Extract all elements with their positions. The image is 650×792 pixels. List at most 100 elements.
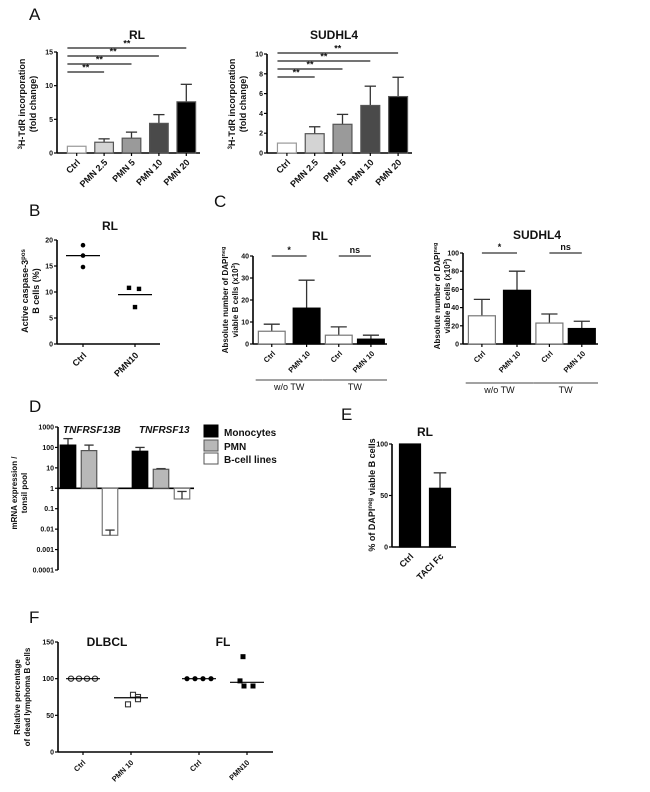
significance-label: ** bbox=[110, 47, 118, 57]
bar bbox=[66, 145, 87, 154]
legend-swatch-pmn bbox=[203, 439, 219, 452]
data-point bbox=[132, 304, 138, 310]
y-tick-label: 0 bbox=[50, 750, 54, 757]
group-title-dlbcl: DLBCL bbox=[87, 635, 128, 649]
y-axis-label: Relative percentage of dead lymphoma B c… bbox=[13, 647, 32, 746]
y-axis-label: Absolute number of DAPIneg viable B cell… bbox=[221, 247, 240, 354]
group-label: w/o TW bbox=[273, 382, 305, 392]
bar bbox=[467, 315, 496, 345]
x-tick-label: Ctrl bbox=[539, 349, 555, 365]
y-axis-label: Absolute number of DAPIneg viable B cell… bbox=[433, 243, 452, 350]
x-tick-label: Ctrl bbox=[472, 349, 488, 365]
group-label: TW bbox=[348, 382, 362, 392]
bar bbox=[567, 327, 596, 345]
y-tick-label: 0.001 bbox=[36, 547, 54, 554]
data-point bbox=[126, 285, 132, 291]
y-tick-label: 6 bbox=[259, 91, 263, 98]
panel-label-d: D bbox=[29, 397, 41, 416]
y-tick-label: 20 bbox=[45, 238, 53, 245]
x-tick-label: PMN 5 bbox=[110, 157, 137, 184]
legend-label-monocytes: Monocytes bbox=[224, 428, 277, 439]
bar bbox=[148, 122, 169, 154]
data-point bbox=[129, 691, 137, 698]
bar bbox=[398, 443, 422, 548]
chart-title: SUDHL4 bbox=[310, 28, 358, 42]
x-tick-label: PMN10 bbox=[227, 758, 251, 782]
x-tick-label: Ctrl bbox=[72, 758, 88, 774]
group-label: w/o TW bbox=[483, 385, 515, 395]
x-tick-label: PMN 2.5 bbox=[288, 157, 320, 189]
panel-d-chart: mRNA expression / tonsil pool TNFRSF13B … bbox=[10, 424, 277, 575]
significance-label: ** bbox=[306, 60, 314, 70]
bar bbox=[332, 123, 353, 154]
y-tick-label: 1000 bbox=[38, 425, 54, 432]
y-tick-label: 100 bbox=[376, 442, 388, 449]
panel-a-sudhl4-chart: SUDHL4 3H-TdR incorporation (fold change… bbox=[227, 28, 412, 189]
significance-label: ns bbox=[560, 242, 571, 252]
panel-label-c: C bbox=[214, 192, 226, 211]
y-tick-label: 10 bbox=[46, 465, 54, 472]
svg-text:3H-TdR incorporation: 3H-TdR incorporation bbox=[17, 59, 27, 150]
y-tick-label: 8 bbox=[259, 71, 263, 78]
bar bbox=[276, 142, 297, 154]
y-tick-label: 100 bbox=[42, 445, 54, 452]
chart-title: RL bbox=[102, 219, 118, 233]
svg-text:viable B cells (x103): viable B cells (x103) bbox=[231, 262, 240, 337]
significance-label: * bbox=[287, 245, 291, 255]
panel-label-e: E bbox=[341, 405, 352, 424]
significance-label: ** bbox=[293, 68, 301, 78]
data-point bbox=[136, 286, 142, 292]
svg-text:Active caspase-3pos: Active caspase-3pos bbox=[20, 248, 30, 332]
y-tick-label: 0 bbox=[245, 342, 249, 349]
y-tick-label: 0 bbox=[455, 342, 459, 349]
legend: Monocytes PMN B-cell lines bbox=[203, 424, 277, 466]
bar bbox=[257, 330, 286, 345]
y-axis-label: 3H-TdR incorporation (fold change) bbox=[227, 59, 248, 150]
y-tick-label: 20 bbox=[451, 323, 459, 330]
significance-label: ** bbox=[123, 39, 131, 49]
y-tick-label: 0 bbox=[49, 151, 53, 158]
y-tick-label: 100 bbox=[42, 676, 54, 683]
significance-label: ns bbox=[350, 245, 361, 255]
y-tick-label: 40 bbox=[241, 254, 249, 261]
y-tick-label: 2 bbox=[259, 131, 263, 138]
y-tick-label: 10 bbox=[255, 52, 263, 59]
x-tick-label: PMN 10 bbox=[286, 349, 312, 375]
panel-a-rl-chart: RL 3H-TdR incorporation (fold change) 0 5… bbox=[17, 28, 200, 189]
x-tick-label: Ctrl bbox=[262, 349, 278, 365]
y-tick-label: 30 bbox=[241, 276, 249, 283]
panel-e-rl-chart: RL % of DAPIneg viable B cells 0 50 100 Ctr… bbox=[367, 425, 456, 582]
x-tick-label: PMN 10 bbox=[351, 349, 377, 375]
x-tick-label: PMN10 bbox=[112, 350, 140, 378]
y-tick-label: 150 bbox=[42, 640, 54, 647]
x-tick-label: Ctrl bbox=[64, 157, 82, 175]
y-tick-label: 10 bbox=[241, 320, 249, 327]
bar bbox=[535, 322, 564, 345]
y-tick-label: 5 bbox=[49, 117, 53, 124]
data-point bbox=[80, 264, 86, 270]
data-point bbox=[134, 696, 142, 703]
data-point bbox=[240, 654, 246, 660]
x-tick-label: Ctrl bbox=[188, 758, 204, 774]
x-tick-label: PMN 10 bbox=[110, 758, 136, 784]
svg-text:of dead lymphoma B cells: of dead lymphoma B cells bbox=[23, 647, 32, 746]
y-tick-label: 1 bbox=[50, 486, 54, 493]
legend-label-pmn: PMN bbox=[224, 442, 246, 453]
x-tick-label: PMN 2.5 bbox=[78, 157, 110, 189]
panel-b-rl-chart: RL Active caspase-3pos B cells (%) 0 5 10 1… bbox=[20, 219, 160, 379]
bar bbox=[360, 104, 381, 154]
bar bbox=[101, 487, 119, 536]
svg-text:3H-TdR incorporation: 3H-TdR incorporation bbox=[227, 59, 237, 150]
y-tick-label: 10 bbox=[45, 290, 53, 297]
gene-label-tnfrsf13b: TNFRSF13B bbox=[63, 425, 121, 436]
group-label: TW bbox=[559, 385, 573, 395]
svg-text:Absolute number of DAPIneg: Absolute number of DAPIneg bbox=[433, 243, 442, 350]
svg-text:(fold change): (fold change) bbox=[28, 76, 38, 133]
bar bbox=[121, 137, 142, 154]
significance-label: ** bbox=[82, 63, 90, 73]
x-tick-label: PMN 10 bbox=[346, 157, 376, 187]
data-point bbox=[237, 678, 243, 684]
x-tick-label: TACI Fc bbox=[415, 551, 446, 582]
legend-swatch-bcell bbox=[203, 452, 219, 465]
svg-text:Absolute number of DAPIneg: Absolute number of DAPIneg bbox=[221, 247, 230, 354]
